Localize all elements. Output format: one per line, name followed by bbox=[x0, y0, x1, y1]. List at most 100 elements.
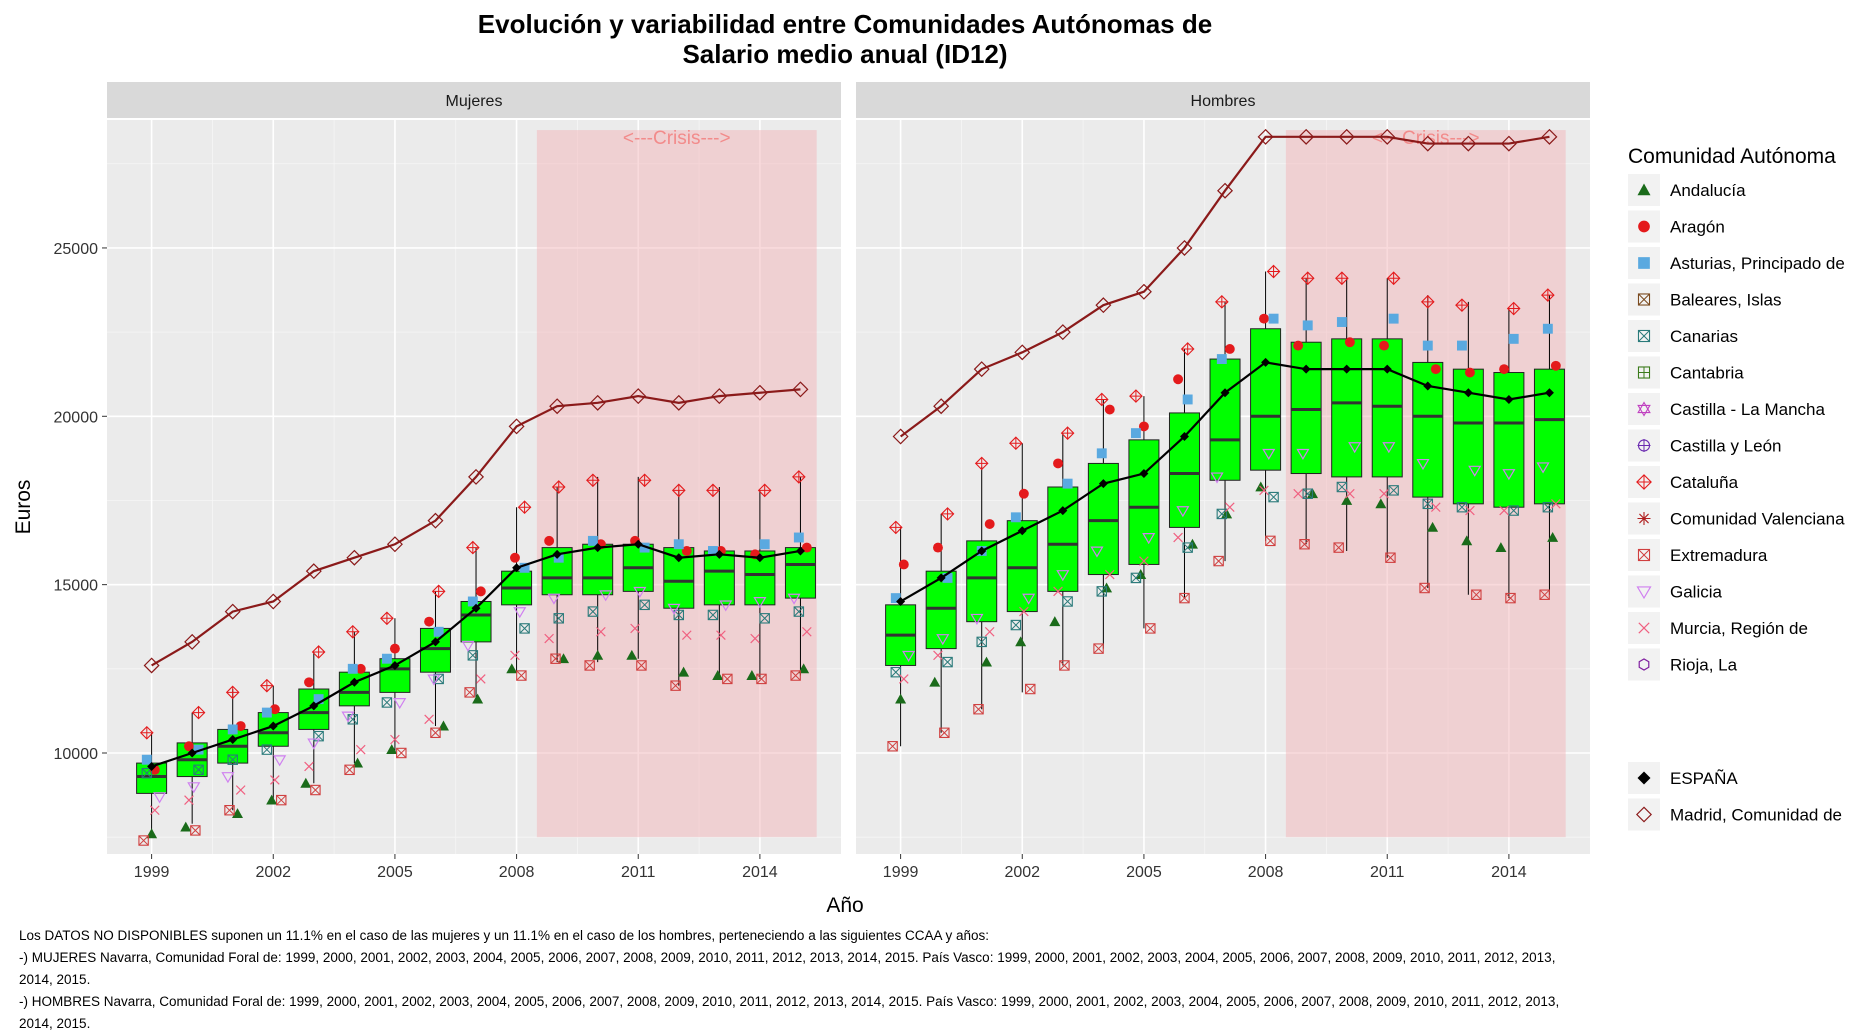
point-canarias bbox=[587, 606, 599, 617]
point-cataluna bbox=[1506, 301, 1521, 316]
point-extremadura-x bbox=[722, 673, 733, 684]
point-galicia bbox=[1210, 472, 1224, 484]
point-extremadura bbox=[396, 747, 407, 759]
point-galicia bbox=[1176, 506, 1190, 518]
point-extremadura-x bbox=[310, 784, 321, 796]
point-asturias bbox=[890, 593, 901, 604]
point-asturias bbox=[1388, 313, 1399, 324]
point-galicia bbox=[1142, 533, 1156, 545]
crisis-region bbox=[536, 130, 817, 838]
point-extremadura-box bbox=[1213, 555, 1224, 567]
point-canarias-x bbox=[141, 768, 152, 779]
point-extremadura bbox=[464, 687, 475, 698]
point-extremadura bbox=[1145, 623, 1156, 634]
box-iqr bbox=[1290, 341, 1322, 475]
point-cataluna bbox=[1060, 426, 1075, 440]
point-canarias bbox=[141, 767, 153, 779]
point-extremadura bbox=[887, 741, 898, 752]
point-extremadura-x bbox=[1385, 552, 1396, 563]
point-canarias-box bbox=[227, 754, 238, 765]
point-cataluna-plus bbox=[1455, 299, 1468, 312]
point-canarias-box bbox=[1010, 619, 1022, 631]
point-asturias bbox=[1010, 512, 1021, 523]
point-canarias-x bbox=[1130, 572, 1141, 583]
point-canarias bbox=[1010, 619, 1022, 631]
point-extremadura-box bbox=[1179, 592, 1190, 604]
espana-point bbox=[187, 748, 197, 758]
point-galicia bbox=[187, 782, 201, 794]
point-canarias-box bbox=[553, 613, 564, 624]
point-cataluna bbox=[1386, 271, 1401, 286]
espana-point bbox=[512, 563, 522, 573]
point-cataluna-plus bbox=[1335, 272, 1348, 285]
point-cataluna bbox=[260, 678, 274, 693]
point-extremadura bbox=[1505, 592, 1516, 604]
x-tick-label: 2002 bbox=[1004, 864, 1040, 881]
madrid-point bbox=[630, 388, 647, 405]
crisis-label: <---Crisis---> bbox=[623, 128, 731, 149]
espana-point bbox=[593, 543, 603, 553]
legend: Comunidad Autónoma Andalucía Aragón Asturia… bbox=[1628, 145, 1845, 831]
box-iqr bbox=[1209, 358, 1241, 481]
point-canarias bbox=[347, 714, 358, 725]
point-andalucia bbox=[146, 828, 158, 839]
espana-point bbox=[552, 549, 562, 559]
point-asturias bbox=[261, 707, 272, 718]
point-canarias bbox=[793, 606, 805, 617]
point-asturias bbox=[639, 542, 650, 553]
point-galicia bbox=[667, 603, 681, 615]
point-andalucia bbox=[472, 693, 484, 704]
point-murcia bbox=[898, 674, 909, 684]
legend-item: ESPAÑA bbox=[1628, 762, 1738, 794]
legend-label: Aragón bbox=[1670, 218, 1725, 237]
point-canarias-box bbox=[519, 623, 530, 634]
point-cataluna bbox=[792, 470, 806, 484]
point-cataluna-plus bbox=[672, 484, 685, 497]
madrid-point bbox=[143, 657, 160, 674]
point-cataluna-plus bbox=[466, 541, 479, 554]
point-aragon bbox=[1104, 404, 1115, 415]
point-galicia bbox=[633, 586, 647, 599]
x-tick-label: 2002 bbox=[255, 864, 291, 881]
point-extremadura-box bbox=[756, 673, 767, 685]
point-extremadura-box bbox=[973, 703, 984, 715]
point-andalucia bbox=[712, 670, 724, 680]
point-canarias-box bbox=[1388, 485, 1399, 496]
y-tick-label: 20000 bbox=[54, 409, 99, 426]
point-asturias bbox=[347, 663, 358, 674]
point-murcia bbox=[630, 623, 640, 634]
point-extremadura-x bbox=[1025, 683, 1036, 695]
madrid-point bbox=[1014, 344, 1031, 361]
point-galicia bbox=[936, 634, 950, 646]
panel-mujeres: Mujeres <---Crisis---> 1999 2002 2005 2008 201… bbox=[54, 82, 841, 881]
point-canarias bbox=[1182, 542, 1193, 553]
point-canarias bbox=[976, 636, 987, 648]
legend-item: Cantabria bbox=[1628, 356, 1744, 389]
point-extremadura bbox=[1299, 539, 1310, 550]
y-tick-label: 10000 bbox=[54, 746, 99, 763]
point-aragon bbox=[1550, 360, 1561, 371]
point-galicia bbox=[970, 613, 984, 625]
point-cataluna bbox=[1214, 294, 1229, 309]
point-extremadura-box bbox=[1145, 623, 1156, 634]
legend-marker-box bbox=[1637, 293, 1651, 306]
point-cataluna-plus bbox=[889, 521, 902, 534]
point-cataluna-plus bbox=[941, 507, 954, 520]
point-galicia bbox=[1056, 570, 1070, 582]
boxplot-chart: Evolución y variabilidad entre Comunidad… bbox=[12, 9, 1845, 917]
point-asturias bbox=[1336, 317, 1347, 327]
point-extremadura bbox=[276, 794, 287, 806]
legend-marker bbox=[1637, 183, 1651, 196]
point-canarias-x bbox=[193, 764, 204, 775]
point-canarias-box bbox=[707, 609, 719, 621]
legend-marker bbox=[1638, 257, 1650, 269]
box-iqr bbox=[703, 550, 735, 606]
point-cataluna bbox=[345, 624, 360, 639]
point-extremadura bbox=[430, 727, 441, 739]
point-canarias-x bbox=[1268, 492, 1279, 503]
point-canarias bbox=[890, 666, 902, 678]
point-canarias bbox=[467, 650, 479, 661]
point-extremadura-box bbox=[1093, 643, 1104, 654]
point-asturias bbox=[1062, 478, 1073, 489]
point-extremadura-box bbox=[1299, 539, 1310, 550]
